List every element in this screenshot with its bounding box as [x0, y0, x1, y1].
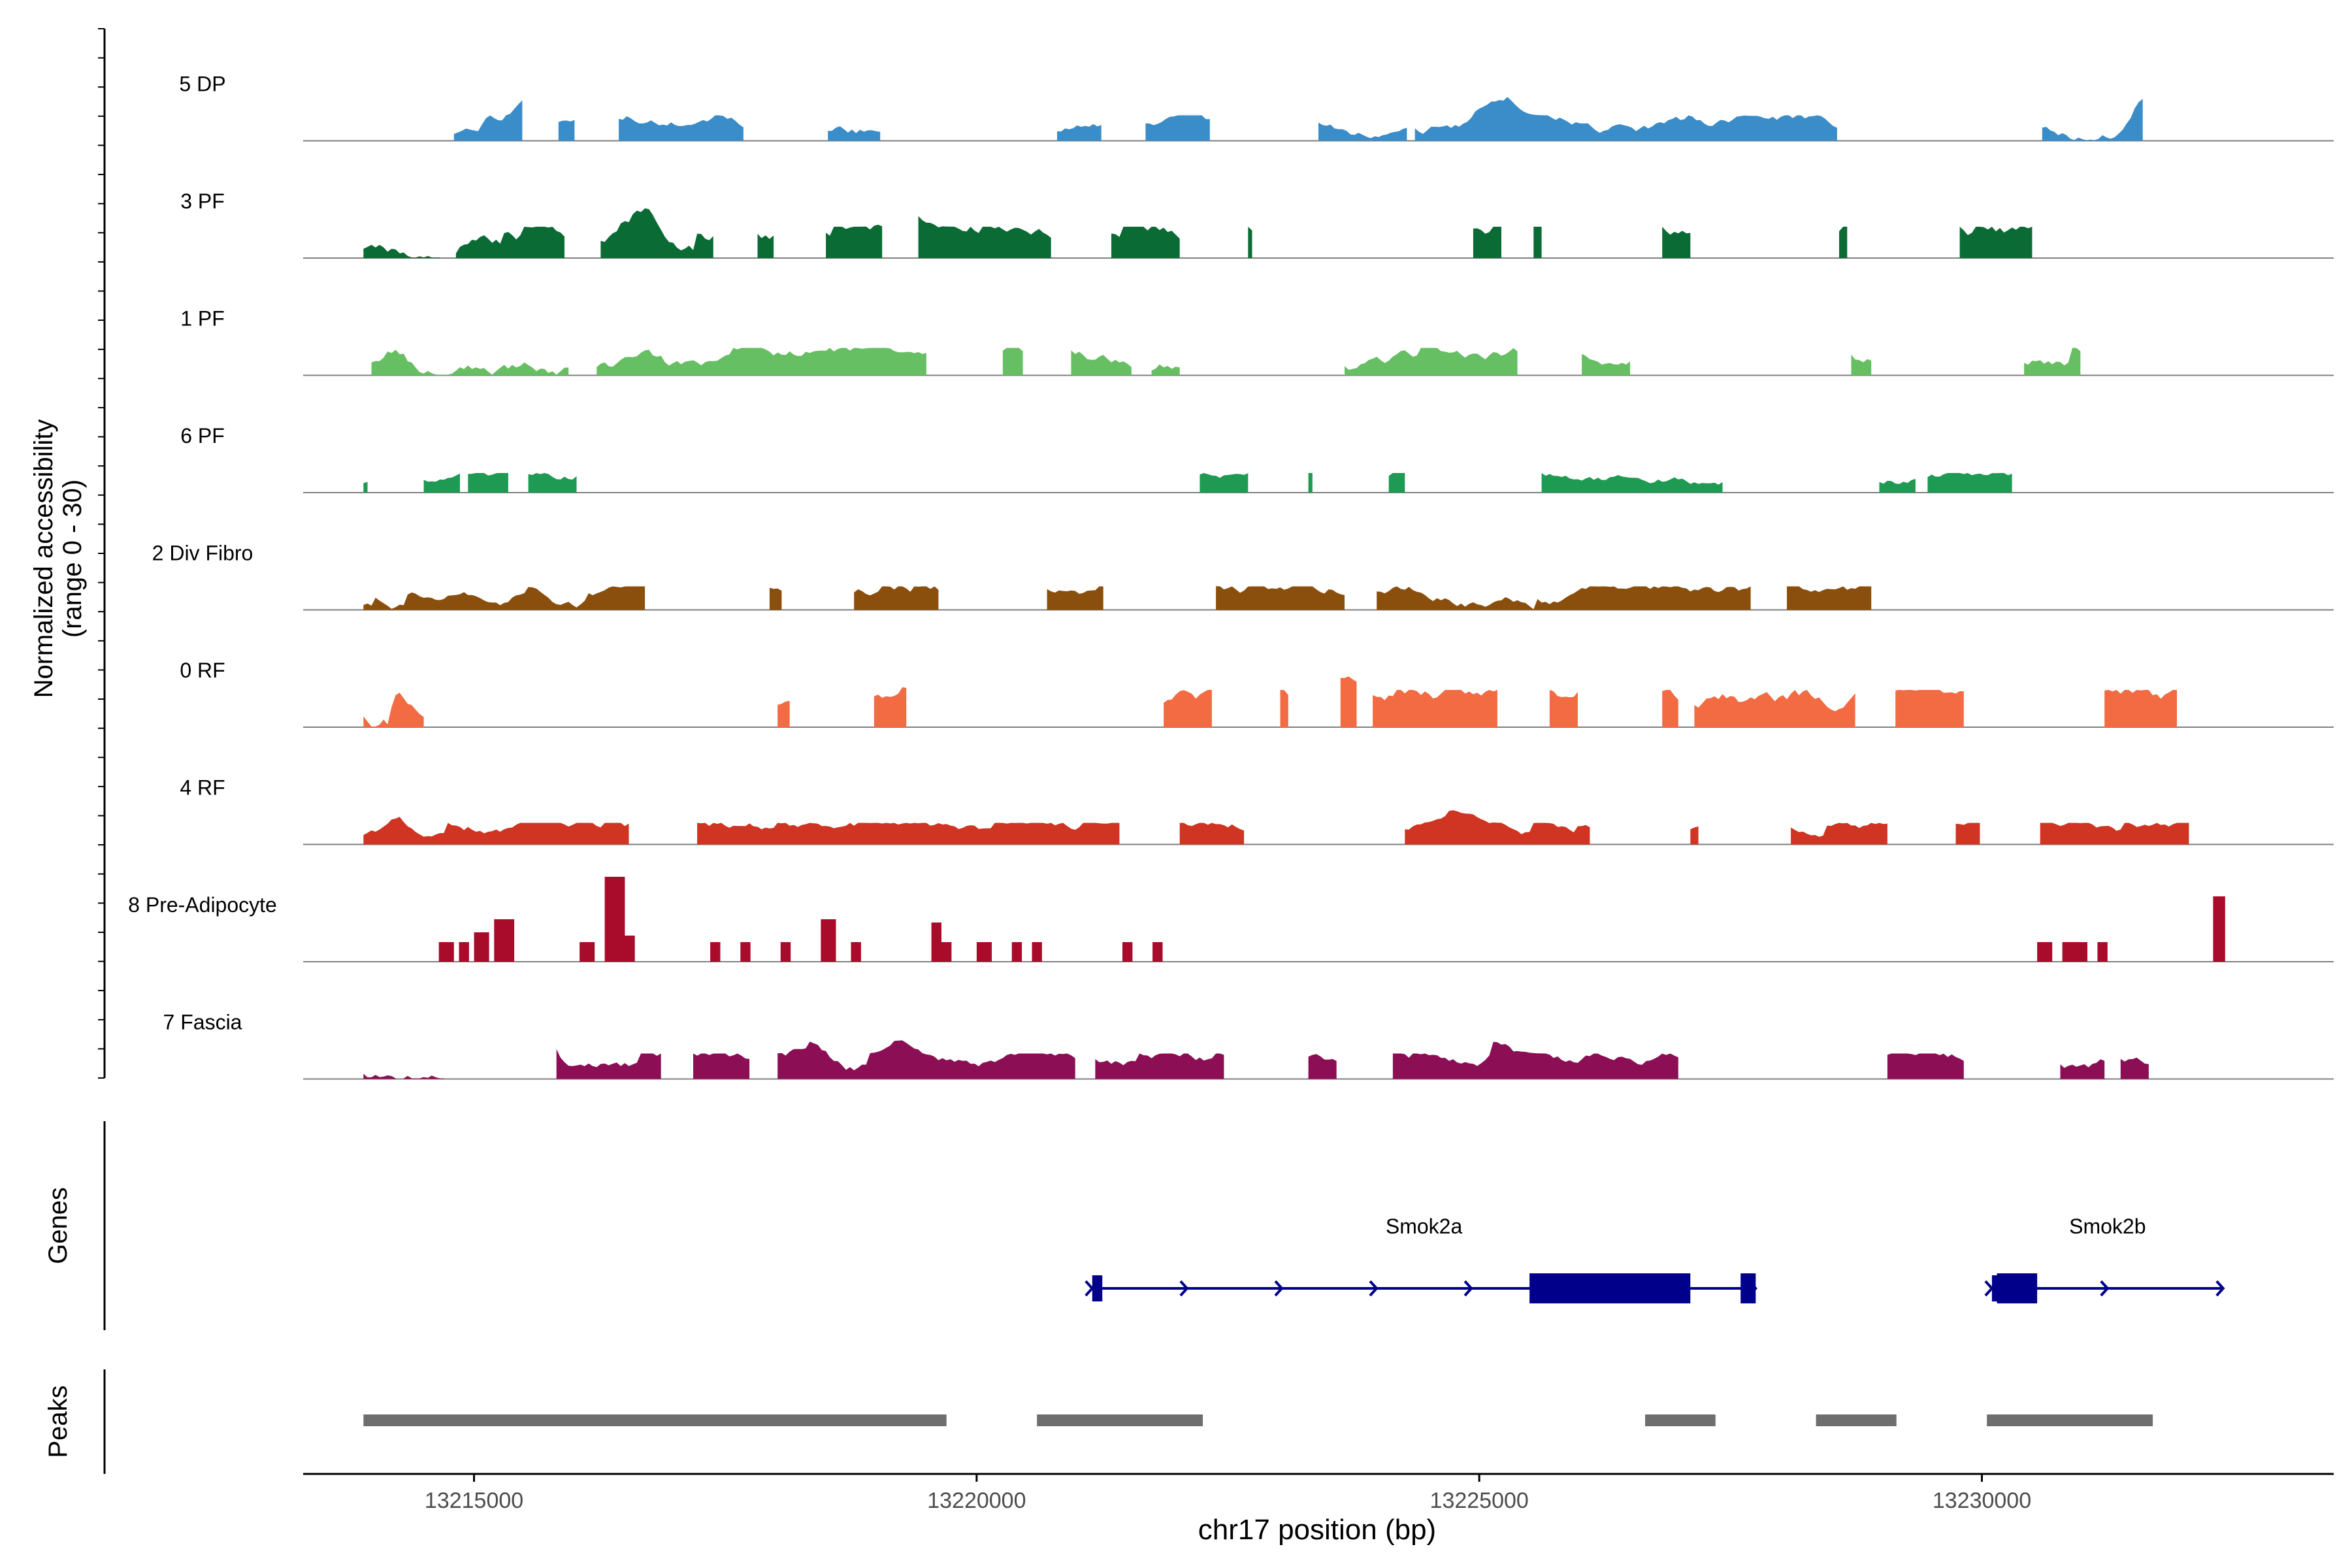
coverage-track: 4 RF	[180, 776, 2334, 845]
track-label: 0 RF	[180, 659, 225, 682]
gene-track: Genes Smok2a Smok2b	[44, 1121, 2225, 1330]
coverage-track: 8 Pre-Adipocyte	[128, 877, 2334, 962]
coverage-tracks: 5 DP 3 PF 1 PF 6 PF 2 Div Fibro 0 RF 4 RF 8 Pre…	[128, 73, 2334, 1080]
coverage-area	[438, 877, 2225, 962]
track-label: 5 DP	[179, 73, 225, 96]
track-label: 4 RF	[180, 776, 225, 800]
coverage-track: 0 RF	[180, 659, 2334, 728]
gene-name-label: Smok2a	[1386, 1215, 1463, 1238]
peak-region	[1645, 1414, 1716, 1426]
coverage-area	[363, 810, 2189, 845]
coverage-track: 1 PF	[180, 307, 2334, 376]
gene-name-label: Smok2b	[2069, 1215, 2146, 1238]
track-label: 6 PF	[180, 424, 225, 448]
strand-arrow	[1085, 1280, 1094, 1297]
position-x-axis: 13215000 13220000 13225000 13230000 chr17 p…	[303, 1473, 2334, 1546]
accessibility-y-axis: Normalized accessibility (range 0 - 30)	[29, 28, 106, 1079]
strand-arrow	[1369, 1280, 1379, 1297]
y-axis-title-line1: Normalized accessibility	[29, 419, 58, 698]
coverage-area	[363, 473, 2012, 493]
track-label: 7 Fascia	[163, 1011, 242, 1034]
exon-block	[1529, 1273, 1691, 1303]
peak-region	[1816, 1414, 1897, 1426]
strand-arrow	[1984, 1280, 1994, 1297]
coverage-area	[363, 676, 2177, 727]
track-label: 1 PF	[180, 307, 225, 331]
strand-arrow	[1274, 1280, 1284, 1297]
gene-model: Smok2a	[1085, 1215, 1758, 1303]
y-axis-title-line2: (range 0 - 30)	[58, 480, 87, 638]
gene-model: Smok2b	[1984, 1215, 2225, 1303]
coverage-track: 6 PF	[180, 424, 2334, 493]
strand-arrow	[1179, 1280, 1189, 1297]
x-tick-label: 13230000	[1933, 1488, 2031, 1513]
coverage-track: 7 Fascia	[163, 1011, 2334, 1080]
exon-block	[1997, 1273, 2038, 1303]
x-tick-label: 13215000	[425, 1488, 523, 1513]
coverage-track: 3 PF	[180, 189, 2334, 259]
coverage-track: 5 DP	[179, 73, 2334, 142]
strand-arrow	[2215, 1280, 2225, 1297]
strand-arrow	[2100, 1280, 2110, 1297]
x-tick-label: 13225000	[1430, 1488, 1529, 1513]
strand-arrow	[1463, 1280, 1473, 1297]
track-label: 3 PF	[180, 189, 225, 213]
gene-track-label: Genes	[44, 1187, 73, 1264]
coverage-track: 2 Div Fibro	[152, 542, 2334, 611]
exon-block	[1991, 1275, 1999, 1301]
track-label: 2 Div Fibro	[152, 542, 253, 565]
coverage-area	[363, 208, 2033, 258]
peak-region	[1037, 1414, 1203, 1426]
x-axis-title: chr17 position (bp)	[1198, 1514, 1436, 1546]
x-tick-label: 13220000	[927, 1488, 1026, 1513]
coverage-area	[363, 1040, 2149, 1079]
exon-block	[1092, 1275, 1103, 1301]
peak-track: Peaks	[44, 1369, 2153, 1474]
coverage-area	[371, 348, 2081, 376]
peak-region	[363, 1414, 947, 1426]
exon-block	[1740, 1273, 1756, 1303]
coverage-area	[363, 586, 1872, 610]
track-label: 8 Pre-Adipocyte	[128, 893, 277, 917]
coverage-area	[453, 97, 2143, 141]
peak-track-label: Peaks	[44, 1385, 73, 1458]
peak-region	[1987, 1414, 2153, 1426]
